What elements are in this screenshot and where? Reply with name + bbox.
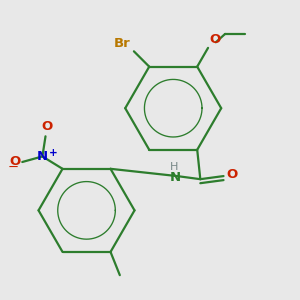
Text: O: O: [226, 168, 238, 181]
Text: Br: Br: [114, 37, 131, 50]
Text: N: N: [37, 150, 48, 163]
Text: N: N: [170, 171, 181, 184]
Text: H: H: [170, 162, 178, 172]
Text: O: O: [41, 120, 53, 133]
Text: O: O: [10, 154, 21, 168]
Text: +: +: [49, 148, 58, 158]
Text: −: −: [8, 160, 19, 173]
Text: O: O: [210, 33, 221, 46]
